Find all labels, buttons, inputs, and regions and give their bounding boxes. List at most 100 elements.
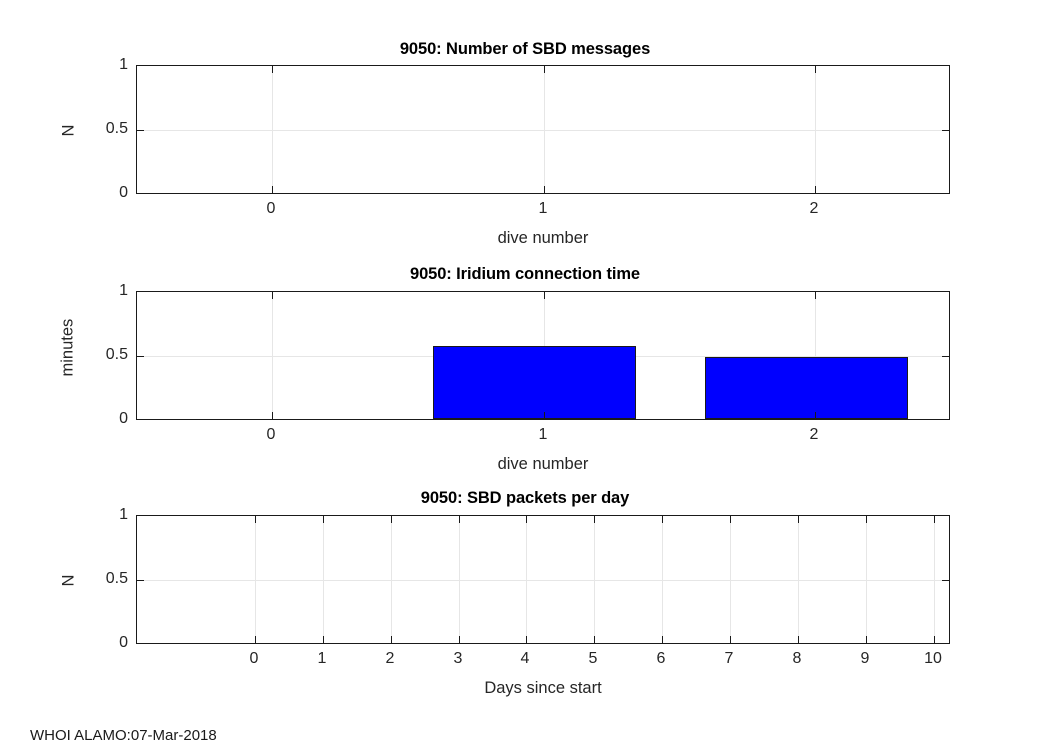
subplot-1-gridline-x-1: [544, 66, 545, 193]
subplot-3-xtick-label-8: 8: [792, 650, 802, 667]
subplot-1-gridline-y-0point5: [137, 130, 949, 131]
subplot-3-xtick-1-top: [323, 516, 325, 523]
subplot-1-ytick-label-0: 0: [119, 184, 128, 201]
subplot-3-gridline-x-6: [662, 516, 663, 643]
subplot-1-xtick-label-0: 0: [266, 200, 276, 217]
subplot-1-xtick-2-top: [815, 66, 817, 73]
subplot-3-xtick-label-4: 4: [520, 650, 530, 667]
subplot-3-gridline-x-1: [323, 516, 324, 643]
subplot-3-xtick-3-top: [459, 516, 461, 523]
subplot-3-xtick-2-top: [391, 516, 393, 523]
subplot-3-gridline-x-3: [459, 516, 460, 643]
subplot-3-gridline-x-4: [526, 516, 527, 643]
subplot-3-xtick-label-0: 0: [249, 650, 259, 667]
subplot-3-xtick-8: [798, 636, 800, 643]
subplot-1-xtick-0-top: [272, 66, 274, 73]
subplot-3-xtick-0: [255, 636, 257, 643]
subplot-3-xtick-label-6: 6: [656, 650, 666, 667]
subplot-1-xtick-label-1: 1: [538, 200, 548, 217]
subplot-3-gridline-x-0: [255, 516, 256, 643]
subplot-1-xtick-1: [544, 186, 546, 193]
subplot-3-ytick-0point5: [137, 580, 144, 582]
subplot-3-xtick-4: [526, 636, 528, 643]
bar-dive-2: [705, 357, 908, 419]
subplot-2-axes: [136, 291, 950, 420]
subplot-3-xtick-7-top: [730, 516, 732, 523]
subplot-2-title: 9050: Iridium connection time: [410, 265, 640, 283]
subplot-3-xlabel: Days since start: [484, 679, 602, 697]
subplot-3-xtick-label-7: 7: [724, 650, 734, 667]
subplot-1-ytick-0point5: [137, 130, 144, 132]
subplot-3-ytick-label-1: 1: [119, 506, 128, 523]
subplot-3-gridline-y-0point5: [137, 580, 949, 581]
subplot-3-gridline-x-5: [594, 516, 595, 643]
subplot-3-gridline-x-8: [798, 516, 799, 643]
subplot-2-xtick-1: [544, 412, 546, 419]
subplot-1-xtick-0: [272, 186, 274, 193]
subplot-2-gridline-x-2: [815, 292, 816, 419]
subplot-1-title: 9050: Number of SBD messages: [399, 40, 651, 58]
subplot-2-ytick-0point5-right: [942, 356, 949, 358]
subplot-3-xtick-10-top: [934, 516, 936, 523]
subplot-2-xtick-label-0: 0: [266, 426, 276, 443]
subplot-3-xtick-9: [866, 636, 868, 643]
subplot-3-gridline-x-9: [866, 516, 867, 643]
subplot-2-xtick-1-top: [544, 292, 546, 299]
subplot-1-ytick-label-1: 1: [119, 56, 128, 73]
subplot-3-ylabel: N: [59, 574, 78, 587]
subplot-3-xtick-6-top: [662, 516, 664, 523]
subplot-3-xtick-1: [323, 636, 325, 643]
subplot-3-xtick-label-1: 1: [317, 650, 327, 667]
subplot-2-ytick-label-0: 0: [119, 410, 128, 427]
subplot-3-xtick-5: [594, 636, 596, 643]
subplot-1-xlabel: dive number: [497, 229, 589, 247]
subplot-3-xtick-9-top: [866, 516, 868, 523]
subplot-2-xtick-0-top: [272, 292, 274, 299]
subplot-3-xtick-label-5: 5: [588, 650, 598, 667]
subplot-2-xtick-2: [815, 412, 817, 419]
subplot-2-xtick-0: [272, 412, 274, 419]
subplot-1-ytick-0point5-right: [942, 130, 949, 132]
subplot-2-ytick-0point5: [137, 356, 144, 358]
subplot-2-xtick-2-top: [815, 292, 817, 299]
subplot-3-title: 9050: SBD packets per day: [420, 489, 630, 507]
subplot-2-ytick-label-0point5: 0.5: [105, 346, 128, 363]
subplot-1-ytick-label-0point5: 0.5: [105, 120, 128, 137]
subplot-1-gridline-x-2: [815, 66, 816, 193]
footer-stamp: WHOI ALAMO:07-Mar-2018: [30, 727, 217, 744]
subplot-1-xtick-1-top: [544, 66, 546, 73]
subplot-3-xtick-5-top: [594, 516, 596, 523]
subplot-3-xtick-3: [459, 636, 461, 643]
subplot-3-axes: [136, 515, 950, 644]
bar-dive-1: [433, 345, 636, 419]
subplot-3-xtick-4-top: [526, 516, 528, 523]
subplot-3-xtick-6: [662, 636, 664, 643]
subplot-3-xtick-2: [391, 636, 393, 643]
subplot-1-xtick-2: [815, 186, 817, 193]
subplot-3-xtick-8-top: [798, 516, 800, 523]
subplot-3-xtick-0-top: [255, 516, 257, 523]
subplot-2-ytick-label-1: 1: [119, 282, 128, 299]
subplot-3-gridline-x-10: [934, 516, 935, 643]
subplot-1-gridline-x-0: [272, 66, 273, 193]
subplot-2-gridline-x-0: [272, 292, 273, 419]
subplot-3-ytick-label-0: 0: [119, 634, 128, 651]
subplot-3-xtick-label-2: 2: [385, 650, 395, 667]
subplot-2-xtick-label-1: 1: [538, 426, 548, 443]
subplot-3-xtick-label-9: 9: [860, 650, 870, 667]
subplot-3-gridline-x-2: [391, 516, 392, 643]
subplot-2-xtick-label-2: 2: [809, 426, 819, 443]
subplot-3-gridline-x-7: [730, 516, 731, 643]
subplot-3-ytick-0point5-right: [942, 580, 949, 582]
subplot-1-xtick-label-2: 2: [809, 200, 819, 217]
subplot-sbd-messages: 9050: Number of SBD messages N 1 0.5 0 0…: [0, 0, 1050, 250]
subplot-2-xlabel: dive number: [497, 455, 589, 473]
subplot-3-xtick-label-10: 10: [924, 650, 942, 667]
subplot-3-xtick-10: [934, 636, 936, 643]
subplot-3-xtick-7: [730, 636, 732, 643]
subplot-3-ytick-label-0point5: 0.5: [105, 570, 128, 587]
subplot-3-xtick-label-3: 3: [453, 650, 463, 667]
